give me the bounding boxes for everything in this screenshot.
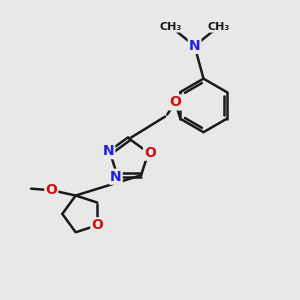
Text: O: O: [45, 183, 57, 197]
Text: N: N: [103, 144, 114, 158]
Text: O: O: [91, 218, 103, 232]
Text: O: O: [169, 95, 181, 110]
Text: O: O: [144, 146, 156, 160]
Text: N: N: [110, 170, 122, 184]
Text: CH₃: CH₃: [207, 22, 230, 32]
Text: N: N: [189, 39, 200, 53]
Text: CH₃: CH₃: [160, 22, 182, 32]
